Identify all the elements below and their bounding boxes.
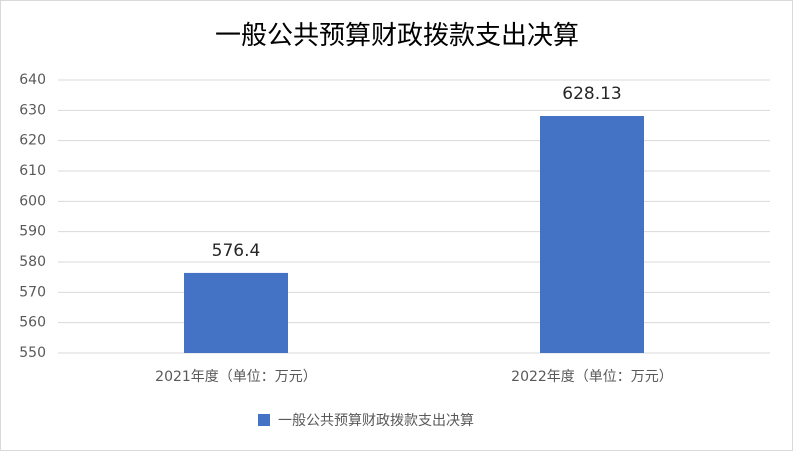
y-tick-label: 640 bbox=[19, 72, 46, 88]
y-tick-label: 580 bbox=[19, 254, 46, 270]
legend-label: 一般公共预算财政拨款支出决算 bbox=[278, 413, 474, 429]
y-tick-label: 590 bbox=[19, 224, 46, 240]
y-tick-label: 610 bbox=[19, 163, 46, 179]
y-tick-label: 560 bbox=[19, 315, 46, 331]
x-tick-label: 2021年度（单位：万元） bbox=[155, 369, 317, 385]
chart-title: 一般公共预算财政拨款支出决算 bbox=[215, 21, 579, 51]
bar bbox=[540, 116, 644, 353]
y-tick-label: 620 bbox=[19, 133, 46, 149]
data-label: 628.13 bbox=[562, 84, 621, 104]
y-tick-label: 570 bbox=[19, 284, 46, 300]
y-tick-label: 600 bbox=[19, 193, 46, 209]
bar bbox=[184, 272, 288, 353]
y-tick-label: 630 bbox=[19, 102, 46, 118]
legend-swatch bbox=[258, 414, 270, 426]
data-label: 576.4 bbox=[212, 241, 261, 261]
x-tick-label: 2022年度（单位：万元） bbox=[511, 369, 673, 385]
y-tick-label: 550 bbox=[19, 345, 46, 361]
